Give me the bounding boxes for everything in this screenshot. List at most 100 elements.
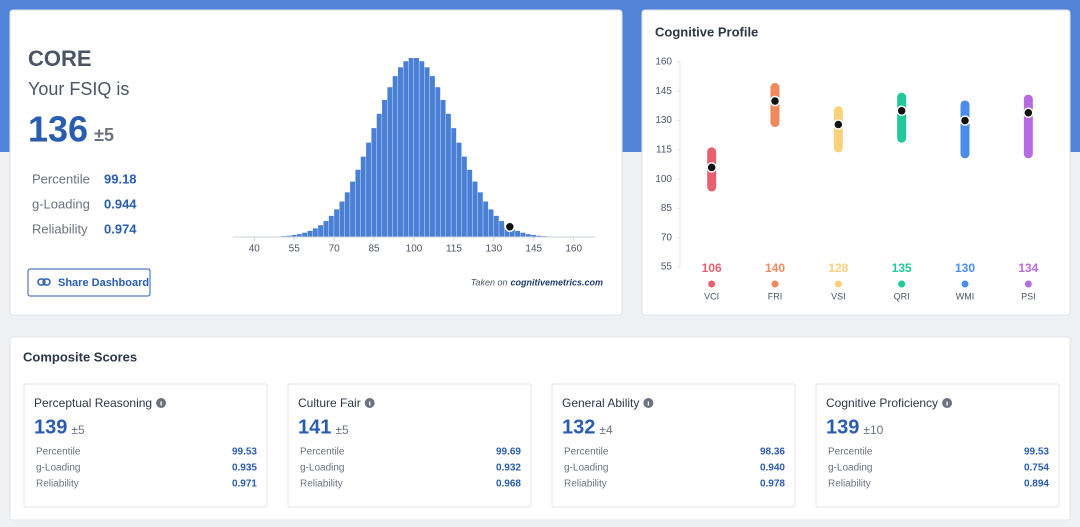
- profile-card: [641, 9, 1071, 316]
- histogram-bar: [445, 113, 451, 237]
- card-stat-value: 0.971: [232, 479, 257, 490]
- x-tick-label: 145: [525, 244, 542, 255]
- score-card: [287, 383, 532, 508]
- score-label: 135: [892, 261, 912, 275]
- histogram-bar: [488, 209, 494, 237]
- card-stat-label: Percentile: [36, 447, 81, 458]
- score-card: [815, 383, 1060, 508]
- button-frame[interactable]: [27, 268, 151, 297]
- card-margin: ±5: [71, 423, 85, 437]
- y-tick-label: 145: [655, 86, 672, 97]
- card-score: 139: [34, 416, 67, 438]
- histogram-bar: [493, 215, 499, 237]
- stat-value: 0.974: [104, 221, 137, 236]
- histogram-bar: [477, 192, 483, 237]
- card-stat-value: 0.894: [1024, 479, 1049, 490]
- score-label: 130: [955, 261, 975, 275]
- x-tick-label: 115: [446, 244, 462, 255]
- fsiq-marker: [504, 221, 516, 233]
- card-stat-value: 0.754: [1024, 463, 1049, 474]
- x-tick-label: 100: [406, 244, 423, 255]
- histogram-bar: [366, 142, 372, 237]
- histogram-bar: [435, 87, 441, 237]
- histogram-bar: [429, 76, 435, 237]
- score-dot: [833, 119, 844, 130]
- histogram-bar: [419, 61, 425, 238]
- x-tick-label: 40: [249, 244, 261, 255]
- category-label: QRI: [894, 291, 910, 301]
- x-tick-label: 85: [369, 244, 381, 255]
- legend-dot: [708, 280, 716, 288]
- histogram-bar: [424, 67, 430, 237]
- histogram-bar: [408, 58, 414, 237]
- score-label: 128: [828, 261, 848, 275]
- histogram-bar: [520, 232, 526, 237]
- profile-title: Cognitive Profile: [655, 24, 758, 39]
- card-margin: ±4: [599, 423, 613, 437]
- card-stat-value: 0.932: [496, 463, 521, 474]
- button-label[interactable]: Share Dashboard: [58, 277, 149, 289]
- score-dot: [706, 162, 717, 173]
- legend-dot: [898, 280, 906, 288]
- histogram-bar: [398, 67, 403, 237]
- histogram-bar: [456, 142, 462, 237]
- y-tick-label: 115: [656, 144, 672, 155]
- histogram-bar: [323, 221, 329, 237]
- card-stat-value: 0.978: [760, 479, 785, 490]
- y-tick-label: 55: [661, 262, 673, 273]
- stat-label: g-Loading: [32, 196, 90, 211]
- card-stat-value: 99.53: [232, 447, 257, 458]
- score-label: 134: [1018, 261, 1038, 275]
- link-icon: [37, 278, 51, 286]
- fsiq-score: 136: [28, 109, 88, 150]
- histogram-bar: [509, 228, 515, 237]
- stat-label: Reliability: [32, 221, 88, 236]
- card-name: Culture Fair: [298, 396, 361, 410]
- card-stat-label: Reliability: [300, 479, 343, 490]
- source-prefix: Taken on: [471, 277, 508, 287]
- card-stat-value: 0.968: [496, 479, 521, 490]
- histogram-bar: [355, 169, 361, 237]
- histogram-bar: [296, 234, 302, 237]
- card-score: 141: [298, 416, 331, 438]
- y-tick-label: 100: [655, 174, 672, 185]
- card-stat-label: Percentile: [564, 447, 609, 458]
- legend-dot: [961, 280, 969, 288]
- histogram-bar: [472, 181, 478, 237]
- stat-label: Percentile: [32, 171, 90, 186]
- histogram-bar: [392, 76, 398, 237]
- card-score: 139: [826, 416, 859, 438]
- histogram-bar: [286, 235, 292, 237]
- x-tick-label: 130: [486, 244, 503, 255]
- histogram-bar: [307, 230, 313, 237]
- histogram-bar: [318, 225, 324, 237]
- share-button[interactable]: Share Dashboard: [27, 268, 151, 297]
- card-stat-label: g-Loading: [300, 463, 344, 474]
- card-stat-label: Reliability: [564, 479, 607, 490]
- legend-dot: [771, 280, 779, 288]
- legend-dot: [1024, 280, 1032, 288]
- card-score: 132: [562, 416, 595, 438]
- card-stat-value: 0.935: [232, 463, 257, 474]
- histogram-bar: [483, 201, 489, 237]
- score-dot: [769, 95, 781, 107]
- stat-value: 99.18: [104, 171, 137, 186]
- score-dot: [1023, 107, 1034, 119]
- stat-value: 0.944: [104, 196, 137, 211]
- legend-dot: [834, 280, 842, 288]
- card-stat-label: g-Loading: [828, 463, 872, 474]
- histogram-bar: [414, 58, 419, 237]
- y-tick-label: 70: [661, 232, 673, 243]
- card-stat-label: g-Loading: [564, 463, 608, 474]
- histogram-bar: [451, 128, 457, 237]
- category-label: PSI: [1021, 291, 1036, 301]
- histogram-bar: [339, 201, 345, 237]
- x-tick-label: 55: [289, 244, 301, 255]
- card-stat-value: 99.69: [496, 447, 521, 458]
- core-card: [9, 9, 623, 316]
- histogram-bar: [403, 61, 409, 238]
- card-margin: ±10: [863, 423, 883, 437]
- score-label: 106: [702, 261, 722, 275]
